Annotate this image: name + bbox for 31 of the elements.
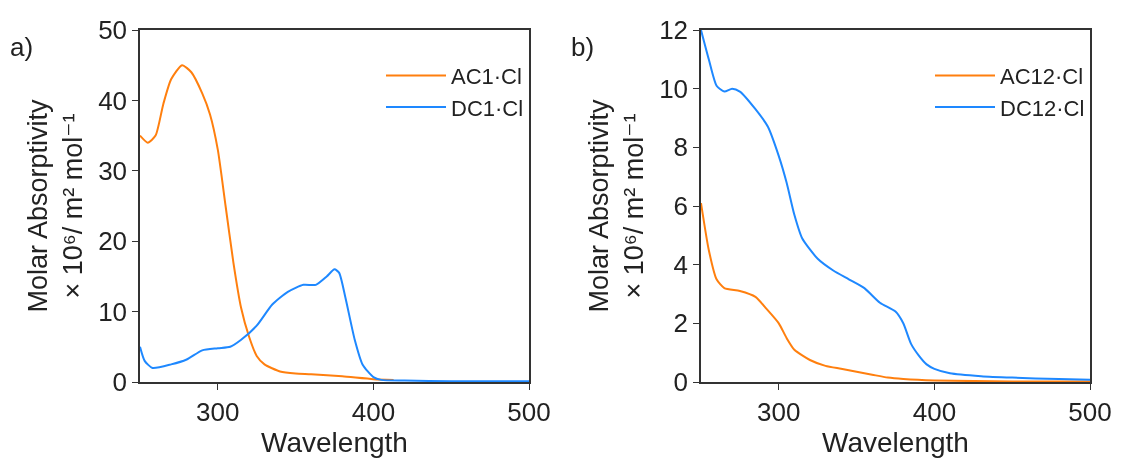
y-tick-label: 10 <box>98 296 128 327</box>
x-tick-label: 500 <box>507 396 551 427</box>
y-tick-label: 50 <box>98 15 128 46</box>
legend-label: AC1·Cl <box>451 64 522 90</box>
y-tick-label: 6 <box>673 191 689 222</box>
y-tick-label: 40 <box>98 85 128 116</box>
legend-label: DC1·Cl <box>451 95 524 121</box>
x-axis-title: Wavelength <box>822 426 969 458</box>
x-tick-label: 400 <box>351 396 396 427</box>
y-axis-title: Molar Absorptivity × 10⁶/ m² mol⁻¹ <box>583 98 649 313</box>
text: b) <box>571 32 595 62</box>
y-tick-label: 0 <box>112 367 128 398</box>
y-tick-label: 2 <box>673 308 689 339</box>
text: a) <box>10 32 34 62</box>
legend-label: AC12·Cl <box>1000 64 1084 90</box>
y-tick-label: 12 <box>659 15 689 46</box>
x-axis-title: Wavelength <box>261 426 408 458</box>
legend-label: DC12·Cl <box>1000 95 1085 121</box>
y-tick-label: 0 <box>673 367 689 398</box>
y-tick-label: 10 <box>659 73 689 104</box>
line-series <box>701 202 1090 382</box>
line-series <box>140 268 529 382</box>
y-tick-label: 20 <box>98 226 128 257</box>
x-tick-label: 300 <box>757 396 801 427</box>
x-tick-label: 400 <box>912 396 957 427</box>
y-axis-title: Molar Absorptivity × 10⁶/ m² mol⁻¹ <box>22 98 88 313</box>
x-tick-label: 300 <box>196 396 240 427</box>
x-tick-label: 500 <box>1068 396 1112 427</box>
y-tick-label: 4 <box>673 249 689 280</box>
y-tick-label: 30 <box>98 155 128 186</box>
y-tick-label: 8 <box>673 132 689 163</box>
